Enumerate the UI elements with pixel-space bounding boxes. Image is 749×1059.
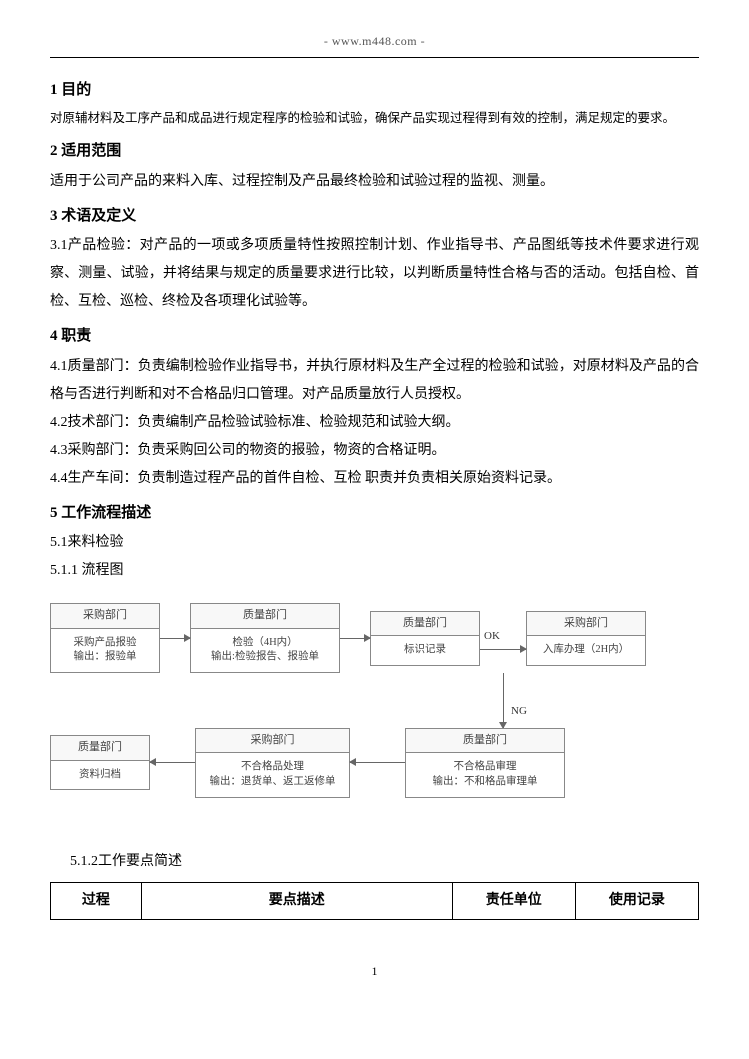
flow-row-ng: NG	[50, 673, 699, 728]
flow-box-7-l1: 资料归档	[57, 768, 143, 783]
arrow-left-icon	[350, 762, 405, 763]
section-5-p512: 5.1.2工作要点简述	[70, 848, 699, 876]
section-2-body: 适用于公司产品的来料入库、过程控制及产品最终检验和试验过程的监视、测量。	[50, 168, 699, 196]
flow-box-7-dept: 质量部门	[51, 736, 149, 760]
page-number: 1	[50, 960, 699, 983]
flow-box-7: 质量部门 资料归档	[50, 735, 150, 790]
flow-box-4: 采购部门 入库办理（2H内）	[526, 611, 646, 666]
document-page: - www.m448.com - 1 目的 对原辅材料及工序产品和成品进行规定程…	[0, 0, 749, 1003]
section-3-p31: 3.1产品检验：对产品的一项或多项质量特性按照控制计划、作业指导书、产品图纸等技…	[50, 232, 699, 316]
section-5-title: 5 工作流程描述	[50, 499, 699, 528]
arrow-down-icon: NG	[503, 673, 504, 728]
flow-box-5-l1: 不合格品审理	[412, 760, 558, 775]
header-url: - www.m448.com -	[50, 30, 699, 58]
section-4-title: 4 职责	[50, 322, 699, 351]
flow-row-2: 质量部门 资料归档 采购部门 不合格品处理 输出：退货单、返工返修单 质量部门 …	[50, 728, 699, 798]
flow-box-1-l2: 输出：报验单	[57, 650, 153, 665]
arrow-icon	[160, 638, 190, 639]
flow-box-6: 采购部门 不合格品处理 输出：退货单、返工返修单	[195, 728, 350, 798]
flow-box-4-l1: 入库办理（2H内）	[533, 643, 639, 658]
flow-box-5: 质量部门 不合格品审理 输出：不和格品审理单	[405, 728, 565, 798]
flow-box-2-l1: 检验（4H内）	[197, 636, 333, 651]
flow-box-6-dept: 采购部门	[196, 729, 349, 753]
flow-box-2-dept: 质量部门	[191, 604, 339, 628]
ok-label: OK	[484, 626, 500, 647]
flow-box-5-dept: 质量部门	[406, 729, 564, 753]
section-4-p42: 4.2技术部门：负责编制产品检验试验标准、检验规范和试验大纲。	[50, 409, 699, 437]
flow-box-4-dept: 采购部门	[527, 612, 645, 636]
flow-box-6-l2: 输出：退货单、返工返修单	[202, 775, 343, 790]
arrow-icon	[340, 638, 370, 639]
ng-label: NG	[511, 701, 527, 722]
section-4-p43: 4.3采购部门：负责采购回公司的物资的报验，物资的合格证明。	[50, 437, 699, 465]
section-2-title: 2 适用范围	[50, 137, 699, 166]
flow-row-1: 采购部门 采购产品报验 输出：报验单 质量部门 检验（4H内） 输出:检验报告、…	[50, 603, 699, 673]
arrow-icon	[480, 649, 526, 650]
arrow-left-icon	[150, 762, 195, 763]
table-header-row: 过程 要点描述 责任单位 使用记录	[51, 882, 699, 920]
flowchart: 采购部门 采购产品报验 输出：报验单 质量部门 检验（4H内） 输出:检验报告、…	[50, 603, 699, 798]
section-5-p511: 5.1.1 流程图	[50, 557, 699, 585]
flow-box-1-dept: 采购部门	[51, 604, 159, 628]
flow-box-6-l1: 不合格品处理	[202, 760, 343, 775]
section-4-p41: 4.1质量部门：负责编制检验作业指导书，并执行原材料及生产全过程的检验和试验，对…	[50, 353, 699, 409]
section-1-body: 对原辅材料及工序产品和成品进行规定程序的检验和试验，确保产品实现过程得到有效的控…	[50, 106, 699, 131]
flow-box-1: 采购部门 采购产品报验 输出：报验单	[50, 603, 160, 673]
section-1-title: 1 目的	[50, 76, 699, 105]
flow-box-3-l1: 标识记录	[377, 643, 473, 658]
flow-box-5-l2: 输出：不和格品审理单	[412, 775, 558, 790]
col-process: 过程	[51, 882, 142, 920]
col-description: 要点描述	[141, 882, 452, 920]
col-responsible: 责任单位	[452, 882, 575, 920]
section-4-p44: 4.4生产车间：负责制造过程产品的首件自检、互检 职责并负责相关原始资料记录。	[50, 465, 699, 493]
flow-box-2-l2: 输出:检验报告、报验单	[197, 650, 333, 665]
flow-box-3-dept: 质量部门	[371, 612, 479, 636]
section-3-title: 3 术语及定义	[50, 202, 699, 231]
flow-box-1-l1: 采购产品报验	[57, 636, 153, 651]
flow-box-3: 质量部门 标识记录	[370, 611, 480, 666]
summary-table: 过程 要点描述 责任单位 使用记录	[50, 882, 699, 921]
col-records: 使用记录	[575, 882, 698, 920]
section-5-p51: 5.1来料检验	[50, 529, 699, 557]
flow-box-2: 质量部门 检验（4H内） 输出:检验报告、报验单	[190, 603, 340, 673]
